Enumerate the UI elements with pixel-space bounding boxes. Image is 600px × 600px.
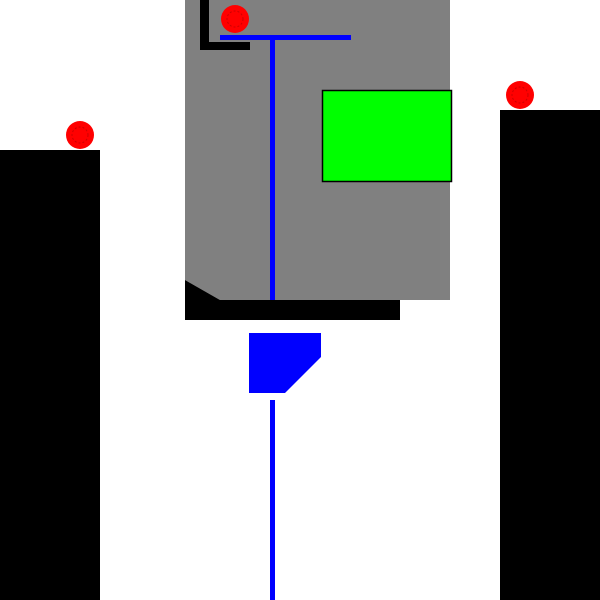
right-wall-block [500, 110, 600, 600]
gray-zone [185, 0, 450, 300]
blue-t-bar-top [220, 35, 351, 40]
red-coin[interactable] [66, 121, 94, 149]
blue-t-bar-stem [270, 40, 275, 300]
left-wall-block [0, 150, 100, 600]
floor-ledge [185, 280, 400, 320]
top-hook-horizontal [200, 42, 250, 50]
top-hook-vertical [200, 0, 209, 50]
blue-player-block[interactable] [249, 333, 321, 393]
red-coin[interactable] [221, 5, 249, 33]
red-coin[interactable] [506, 81, 534, 109]
blue-lower-rod [270, 400, 275, 600]
green-target-zone [321, 89, 453, 183]
